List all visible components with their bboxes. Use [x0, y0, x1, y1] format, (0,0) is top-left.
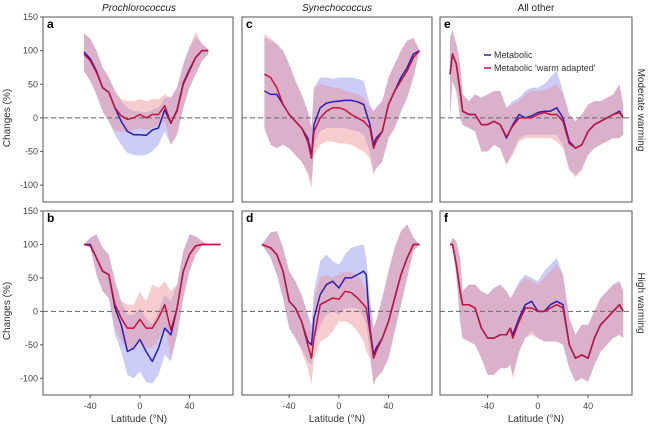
panel-letter-a: a	[47, 17, 54, 31]
warm-adapted-band-b	[84, 234, 221, 359]
warm-adapted-line-b	[83, 243, 221, 331]
x-axis-label-col3: Latitude (°N)	[508, 414, 564, 425]
y-tick-label: 50	[28, 273, 38, 283]
row-label-moderate-warming: Moderate warming	[635, 69, 646, 152]
panel-letter-c: c	[246, 17, 253, 31]
panel-frame	[439, 210, 633, 396]
panel-letter-e: e	[444, 17, 451, 31]
y-axis-label-top: Changes (%)	[2, 89, 13, 147]
x-tick-label: -40	[481, 401, 494, 411]
legend: Metabolic Metabolic 'warm adapted'	[484, 50, 596, 73]
panel-d: d -40 0 40	[241, 210, 433, 411]
x-tick-label: 40	[384, 401, 394, 411]
legend-label-metabolic: Metabolic	[494, 50, 533, 60]
column-title-all-other: All other	[518, 3, 555, 14]
panel-f: f -40 0 40	[439, 210, 633, 411]
y-tick-label: -100	[20, 373, 38, 383]
panel-c: c	[241, 16, 433, 203]
y-tick-label: -50	[25, 340, 38, 350]
x-tick-label: -40	[84, 401, 97, 411]
x-tick-label: 0	[336, 401, 341, 411]
y-axis-label-bottom: Changes (%)	[2, 282, 13, 340]
panel-frame	[241, 16, 433, 203]
column-title-prochlorococcus: Prochlorococcus	[102, 3, 176, 14]
y-tick-label: 150	[23, 206, 38, 216]
x-tick-label: 0	[535, 401, 540, 411]
y-tick-label: 50	[28, 79, 38, 89]
panel-e: e	[439, 16, 633, 203]
y-tick-label: 0	[33, 306, 38, 316]
x-tick-label: -40	[283, 401, 296, 411]
panel-a: a 150 100 50 0 -50 -100	[20, 12, 234, 203]
metabolic-band-d	[261, 224, 420, 385]
y-tick-label: 150	[23, 12, 38, 22]
legend-label-warm-adapted: Metabolic 'warm adapted'	[494, 63, 596, 73]
panel-letter-d: d	[246, 211, 253, 225]
x-axis-label-col2: Latitude (°N)	[309, 414, 365, 425]
panel-frame	[42, 210, 234, 396]
y-tick-label: 100	[23, 46, 38, 56]
y-tick-label: -50	[25, 147, 38, 157]
x-tick-label: 40	[583, 401, 593, 411]
metabolic-band-a	[84, 33, 209, 156]
row-label-high-warming: High warming	[635, 272, 646, 333]
metabolic-band-e	[450, 30, 624, 176]
x-tick-label: 0	[137, 401, 142, 411]
column-title-synechococcus: Synechococcus	[302, 3, 372, 14]
panel-frame	[241, 210, 433, 396]
warm-adapted-line-c	[264, 50, 421, 160]
metabolic-band-b	[84, 234, 221, 384]
y-tick-label: -100	[20, 180, 38, 190]
warm-adapted-line-a	[83, 49, 209, 124]
warm-adapted-line-f	[450, 243, 624, 359]
warm-adapted-line-d	[261, 243, 420, 359]
x-tick-label: 40	[185, 401, 195, 411]
panel-frame	[42, 16, 234, 203]
warm-adapted-band-e	[450, 30, 624, 178]
warm-adapted-band-c	[264, 33, 420, 189]
warm-adapted-line-e	[449, 53, 624, 149]
panel-letter-b: b	[47, 211, 54, 225]
warm-adapted-band-a	[84, 31, 209, 145]
panel-letter-f: f	[444, 211, 449, 225]
panel-b: b 150 100 50 0 -50 -100 -40 0 40	[20, 206, 234, 411]
x-axis-label-col1: Latitude (°N)	[111, 414, 167, 425]
y-tick-label: 0	[33, 113, 38, 123]
y-tick-label: 100	[23, 239, 38, 249]
warm-adapted-band-d	[261, 224, 420, 385]
panel-frame	[439, 16, 633, 203]
